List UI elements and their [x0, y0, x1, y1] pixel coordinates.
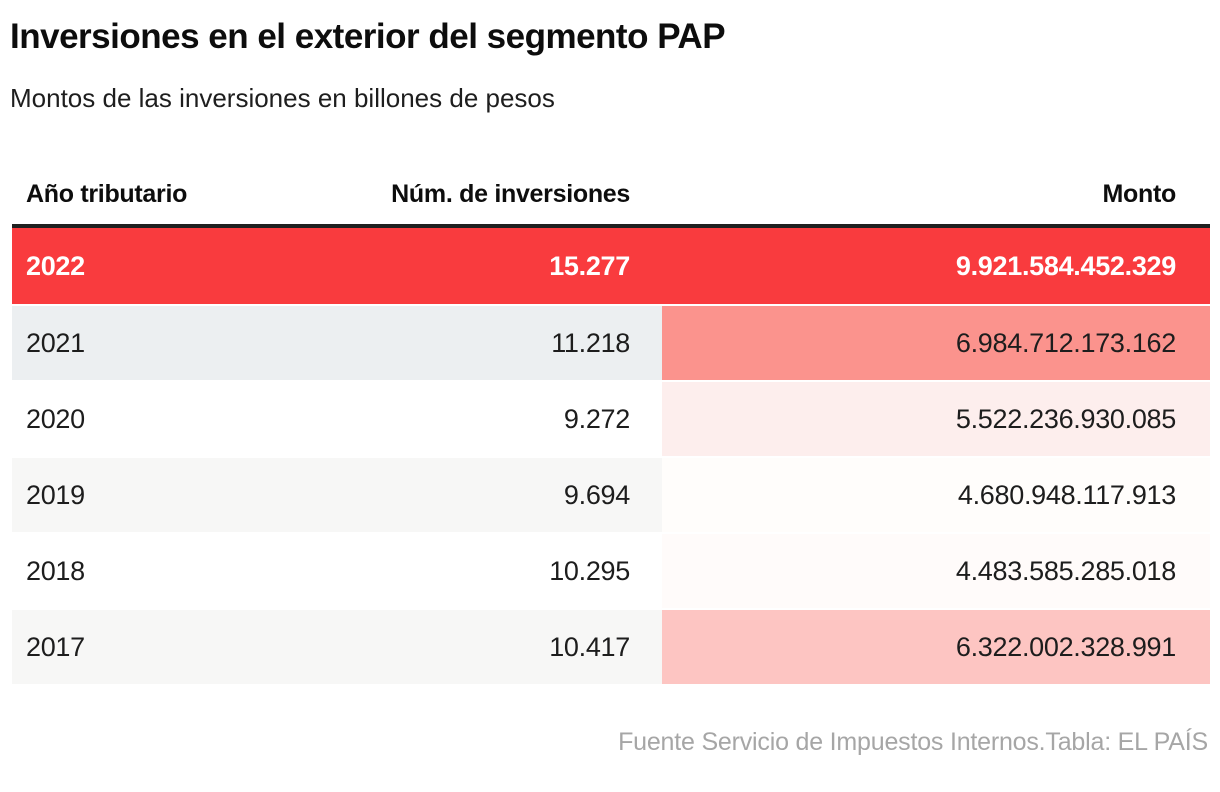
- cell-num: 10.417: [549, 631, 630, 662]
- cell-num: 9.694: [563, 479, 630, 510]
- cell-year: 2017: [26, 631, 85, 662]
- investments-table: Año tributario Núm. de inversiones Monto…: [12, 164, 1210, 684]
- cell-monto: 6.984.712.173.162: [662, 306, 1210, 380]
- cell-year: 2020: [26, 403, 85, 434]
- cell-num: 11.218: [551, 327, 630, 358]
- cell-num: 9.272: [563, 403, 630, 434]
- cell-monto: 4.483.585.285.018: [662, 534, 1210, 608]
- table-row: 2018 10.295 4.483.585.285.018: [12, 534, 1210, 608]
- table-row: 2017 10.417 6.322.002.328.991: [12, 610, 1210, 684]
- column-header-num: Núm. de inversiones: [391, 179, 630, 208]
- table-row: 2021 11.218 6.984.712.173.162: [12, 306, 1210, 380]
- column-header-monto: Monto: [1102, 179, 1177, 208]
- cell-year: 2019: [26, 479, 85, 510]
- cell-monto: 5.522.236.930.085: [662, 382, 1210, 456]
- cell-year: 2022: [26, 250, 85, 281]
- cell-monto: 4.680.948.117.913: [662, 458, 1210, 532]
- pap-investments-page: Inversiones en el exterior del segmento …: [0, 16, 1220, 792]
- table-row: 2020 9.272 5.522.236.930.085: [12, 382, 1210, 456]
- cell-num: 10.295: [549, 555, 630, 586]
- source-credit: Fuente Servicio de Impuestos Internos.Ta…: [618, 728, 1208, 756]
- page-subtitle: Montos de las inversiones en billones de…: [10, 83, 555, 113]
- cell-num: 15.277: [549, 250, 630, 281]
- cell-monto: 9.921.584.452.329: [662, 228, 1210, 304]
- table-row: 2019 9.694 4.680.948.117.913: [12, 458, 1210, 532]
- cell-monto: 6.322.002.328.991: [662, 610, 1210, 684]
- cell-year: 2018: [26, 555, 85, 586]
- column-header-year: Año tributario: [26, 179, 188, 208]
- table-header-row: Año tributario Núm. de inversiones Monto: [12, 164, 1210, 228]
- page-title: Inversiones en el exterior del segmento …: [10, 17, 726, 56]
- table-row: 2022 15.277 9.921.584.452.329: [12, 228, 1210, 304]
- cell-year: 2021: [26, 327, 85, 358]
